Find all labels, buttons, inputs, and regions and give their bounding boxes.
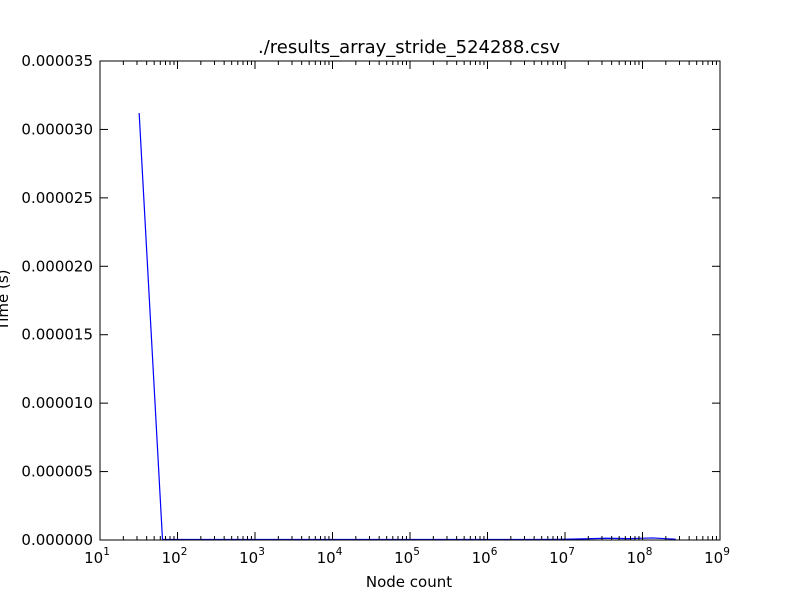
x-tick-label: 108 <box>627 546 653 567</box>
x-tick-label-base: 10 <box>162 549 181 567</box>
x-tick-label-exponent: 8 <box>646 546 653 558</box>
y-tick-label: 0.000030 <box>21 120 93 138</box>
x-tick-label: 107 <box>549 546 575 567</box>
x-tick-label-exponent: 9 <box>723 546 730 558</box>
y-tick-label: 0.000020 <box>21 257 93 275</box>
y-tick-label: 0.000005 <box>21 463 93 481</box>
x-tick-label-exponent: 5 <box>413 546 420 558</box>
y-tick-label: 0.000015 <box>21 326 93 344</box>
x-tick-label: 101 <box>84 546 110 567</box>
x-tick-label-exponent: 2 <box>181 546 188 558</box>
x-tick-label-base: 10 <box>627 549 646 567</box>
y-axis-label: Time (s) <box>0 270 12 332</box>
x-tick-label-base: 10 <box>704 549 723 567</box>
y-tick-label: 0.000035 <box>21 52 93 70</box>
x-tick-label: 103 <box>239 546 265 567</box>
y-tick-label: 0.000010 <box>21 394 93 412</box>
x-tick-label-exponent: 1 <box>103 546 110 558</box>
x-tick-label-base: 10 <box>549 549 568 567</box>
x-tick-label: 104 <box>317 546 343 567</box>
series-line-0 <box>138 112 676 541</box>
x-tick-label: 105 <box>394 546 420 567</box>
x-tick-label-base: 10 <box>317 549 336 567</box>
y-tick-label: 0.000000 <box>21 531 93 549</box>
axes-frame <box>99 60 721 541</box>
x-tick-label-exponent: 4 <box>336 546 343 558</box>
x-axis-label: Node count <box>366 573 452 591</box>
x-tick-label-base: 10 <box>84 549 103 567</box>
x-tick-label-base: 10 <box>394 549 413 567</box>
x-tick-label-exponent: 3 <box>258 546 265 558</box>
x-tick-label: 106 <box>472 546 498 567</box>
x-tick-label-base: 10 <box>472 549 491 567</box>
y-tick-label: 0.000025 <box>21 189 93 207</box>
x-tick-label: 102 <box>162 546 188 567</box>
x-tick-label-exponent: 7 <box>568 546 575 558</box>
chart-title: ./results_array_stride_524288.csv <box>258 37 560 58</box>
plot-area: 101 102 103 104 105 106 107 108 1090.0000000.000… <box>21 52 729 567</box>
x-tick-label: 109 <box>704 546 730 567</box>
x-tick-label-exponent: 6 <box>491 546 498 558</box>
x-tick-label-base: 10 <box>239 549 258 567</box>
